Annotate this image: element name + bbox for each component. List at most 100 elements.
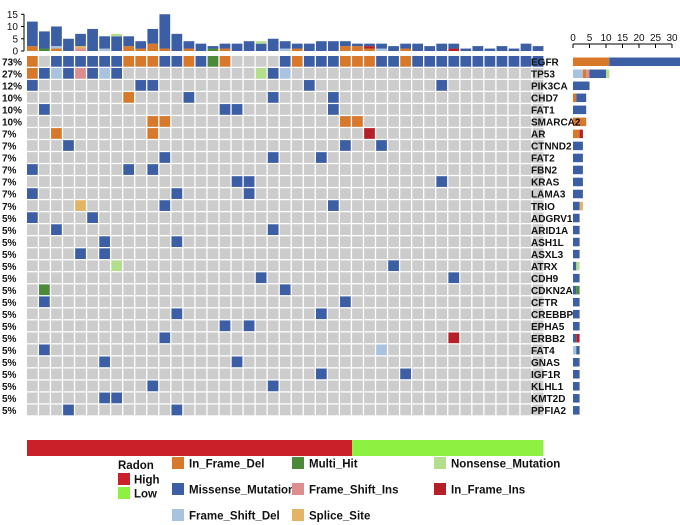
empty-cell [532, 236, 544, 248]
empty-cell [388, 380, 399, 392]
gene-name-label: KRAS [531, 178, 560, 189]
empty-cell [207, 128, 219, 139]
empty-cell [376, 200, 387, 211]
empty-cell [340, 164, 351, 175]
empty-cell [484, 236, 496, 248]
empty-cell [412, 368, 424, 380]
empty-cell [231, 152, 243, 163]
empty-cell [448, 368, 460, 380]
top-bar-segment [51, 46, 62, 49]
empty-cell [255, 284, 267, 296]
empty-cell [159, 404, 171, 416]
empty-cell [376, 356, 387, 368]
empty-cell [376, 320, 387, 332]
empty-cell [135, 212, 147, 223]
empty-cell [291, 344, 303, 356]
empty-cell [207, 260, 219, 272]
mutation-cell [255, 272, 267, 284]
empty-cell [267, 56, 279, 67]
mutation-cell [183, 92, 195, 103]
empty-cell [436, 188, 448, 199]
empty-cell [231, 212, 243, 223]
empty-cell [39, 164, 50, 175]
empty-cell [472, 152, 484, 163]
empty-cell [267, 392, 279, 404]
empty-cell [147, 392, 159, 404]
empty-cell [496, 200, 508, 211]
empty-cell [39, 92, 50, 103]
legend-swatch-mis [172, 483, 184, 495]
mutation-cell [328, 200, 339, 211]
gene-pct-label: 5% [2, 358, 17, 369]
empty-cell [376, 80, 387, 91]
empty-cell [340, 224, 351, 235]
percentage-labels: 73%27%12%10%10%10%7%7%7%7%7%7%7%5%5%5%5%… [2, 58, 22, 418]
empty-cell [460, 272, 472, 284]
empty-cell [147, 188, 159, 199]
empty-cell [520, 68, 532, 79]
empty-cell [219, 176, 231, 187]
empty-cell [75, 392, 86, 404]
empty-cell [508, 236, 520, 248]
empty-cell [279, 104, 291, 115]
empty-cell [303, 92, 315, 103]
empty-cell [303, 296, 315, 308]
side-bar-segment [573, 261, 577, 271]
empty-cell [340, 272, 351, 284]
empty-cell [352, 164, 363, 175]
mutation-cell [328, 104, 339, 115]
empty-cell [195, 140, 207, 151]
mutation-cell [39, 104, 50, 115]
empty-cell [460, 176, 472, 187]
empty-cell [51, 260, 62, 272]
empty-cell [27, 296, 38, 308]
empty-cell [460, 404, 472, 416]
empty-cell [424, 140, 436, 151]
empty-cell [171, 212, 183, 223]
empty-cell [195, 248, 207, 260]
gene-pct-label: 5% [2, 346, 17, 357]
top-bar-segment [207, 48, 219, 51]
empty-cell [279, 380, 291, 392]
empty-cell [279, 392, 291, 404]
empty-cell [183, 104, 195, 115]
empty-cell [243, 200, 255, 211]
empty-cell [460, 236, 472, 248]
empty-cell [532, 296, 544, 308]
empty-cell [87, 224, 98, 235]
empty-cell [51, 332, 62, 344]
mutation-cell [195, 56, 207, 67]
empty-cell [315, 116, 327, 127]
empty-cell [520, 392, 532, 404]
empty-cell [508, 212, 520, 223]
empty-cell [412, 80, 424, 91]
empty-cell [520, 248, 532, 260]
empty-cell [484, 80, 496, 91]
empty-cell [436, 224, 448, 235]
empty-cell [291, 68, 303, 79]
gene-name-label: ASH1L [531, 238, 564, 249]
empty-cell [231, 272, 243, 284]
mutation-cell [267, 224, 279, 235]
top-bar-segment [123, 36, 135, 47]
empty-cell [424, 332, 436, 344]
empty-cell [532, 92, 544, 103]
empty-cell [123, 152, 135, 163]
empty-cell [135, 224, 147, 235]
empty-cell [63, 224, 74, 235]
mutation-cell [111, 68, 123, 79]
empty-cell [255, 128, 267, 139]
empty-cell [171, 296, 183, 308]
mutation-cell [147, 80, 159, 91]
empty-cell [400, 320, 411, 332]
mutation-cell [231, 104, 243, 115]
empty-cell [87, 236, 98, 248]
side-bar-segment [576, 93, 587, 103]
empty-cell [424, 260, 436, 272]
side-x-tick-label: 0 [570, 33, 576, 44]
empty-cell [484, 368, 496, 380]
top-bar-segment [123, 46, 135, 51]
empty-cell [39, 140, 50, 151]
empty-cell [400, 68, 411, 79]
top-bar-segment [219, 43, 231, 49]
